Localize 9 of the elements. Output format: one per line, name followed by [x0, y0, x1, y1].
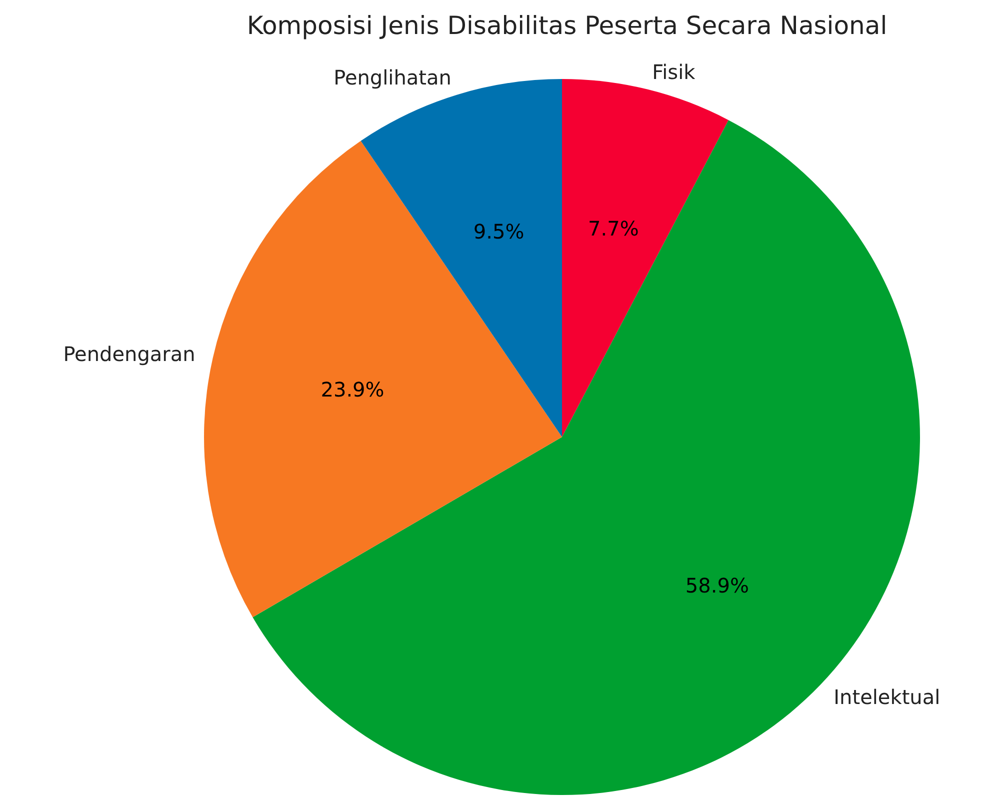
slice-label: Intelektual [834, 684, 940, 709]
slice-label: Pendengaran [63, 342, 196, 366]
data-label: 7.7% [588, 216, 639, 240]
data-label: 23.9% [320, 377, 384, 402]
data-label: 9.5% [473, 220, 524, 244]
slice-label: Fisik [652, 60, 696, 84]
chart-title: Komposisi Jenis Disabilitas Peserta Secara Nasional [246, 11, 888, 40]
data-label: 58.9% [685, 574, 749, 598]
slice-label: Penglihatan [334, 66, 452, 90]
